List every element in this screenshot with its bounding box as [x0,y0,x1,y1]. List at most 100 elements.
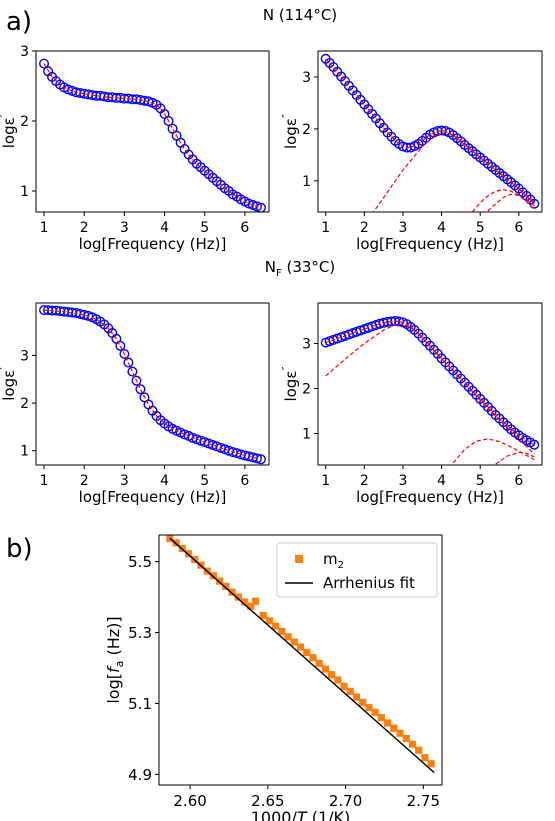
row-title-nf: NF (33°C) [265,258,336,279]
arrhenius-ylabel: log[fa (Hz)] [104,616,126,703]
arrhenius-legend: m2 Arrhenius fit [276,542,438,598]
arrhenius-xtick-label: 2.75 [407,792,440,810]
arrhenius-point [390,724,398,732]
nf-real-xtick-label: 2 [80,473,89,489]
nf-imag-xtick-label: 2 [360,473,369,489]
arrhenius-point [259,611,267,620]
nf-imag-ytick-label: 1 [302,427,311,443]
n-imag-marker [397,141,408,152]
nf-real-xtick-label: 4 [160,473,169,489]
n-real-marker [255,202,266,212]
nf-imag-xtick-label: 4 [437,473,446,489]
arrhenius-point [334,676,342,684]
arrhenius-point [290,638,298,646]
arrhenius-point [216,577,224,585]
arrhenius-point [184,550,193,558]
n-real-xtick-label: 6 [240,220,249,236]
arrhenius-point [352,693,361,701]
n-real-xtick-label: 2 [80,220,89,236]
nf-imag-xtick-label: 3 [399,473,408,489]
panel-label-a: a) [6,7,32,37]
n-imag-component-line [472,189,535,212]
n-real-xlabel: log[Frequency (Hz)] [79,235,227,253]
n-imag-ytick-label: 2 [302,122,311,138]
nf-imag-frame [317,302,543,466]
arrhenius-point [421,754,429,762]
nf-imag-xlabel: log[Frequency (Hz)] [356,488,504,506]
n-imag-ytick-label: 1 [302,174,311,190]
arrhenius-point [272,622,280,630]
arrhenius-point [402,734,410,743]
arrhenius-point [396,729,404,737]
n-real-marker [39,58,50,69]
n-real-fit-line [43,63,262,209]
nf-real-xlabel: log[Frequency (Hz)] [79,488,227,506]
nf-imag-xtick-label: 6 [514,473,523,489]
n-imag-component-line [487,193,535,212]
n-real-xtick-label: 3 [120,220,129,236]
nf-imag-marker [529,439,540,450]
n-imag-xtick-label: 5 [476,220,485,236]
n-imag-ytick-label: 3 [302,70,311,86]
arrhenius-fit-line [169,537,435,774]
nf-imag-marker [378,317,389,328]
n-imag-data [320,53,540,212]
nf-real-marker [135,384,146,395]
arrhenius-xtick-label: 2.70 [329,792,362,810]
n-imag-xlabel: log[Frequency (Hz)] [356,235,504,253]
n-real-ytick-label: 1 [20,184,29,200]
arrhenius-point [377,714,385,722]
arrhenius-point [340,682,348,691]
arrhenius-xtick-label: 2.65 [251,792,284,810]
arrhenius-point [315,659,323,667]
nf-real-marker [115,340,126,351]
row-title-nf-sub: F [276,268,282,279]
arrhenius-legend-label: Arrhenius fit [323,574,415,592]
nf-real-data [39,305,266,465]
nf-imag-xtick-label: 1 [321,473,330,489]
n-imag-frame [317,50,543,213]
n-real-xtick-label: 1 [40,220,49,236]
nf-real-ytick-label: 2 [20,396,29,412]
panel-label-b: b) [6,534,33,564]
nf-real-frame [35,302,270,466]
arrhenius-point [284,633,292,641]
arrhenius-point [415,746,423,754]
n-imag-xtick-label: 2 [360,220,369,236]
nf-real-ylabel: logε′ [0,367,18,401]
arrhenius-point [265,617,274,625]
arrhenius-point [365,704,373,712]
n-imag-xtick-label: 4 [437,220,446,236]
arrhenius-legend-label: m2 [323,550,344,571]
nf-real-xtick-label: 6 [240,473,249,489]
nf-real-marker [143,399,154,410]
arrhenius-point [309,654,317,662]
row-title-nf-rest: (33°C) [282,258,336,276]
nf-real-xtick-label: 5 [200,473,209,489]
n-imag-xtick-label: 3 [399,220,408,236]
nf-imag-component-line [495,451,535,465]
n-real-ylabel: logε′ [0,114,18,148]
nf-real-marker [255,454,266,465]
nf-real-fit-line [43,309,262,460]
nf-imag-ytick-label: 3 [302,337,311,353]
nf-real-marker [127,366,138,377]
n-real-marker [163,115,174,126]
nf-real-xtick-label: 3 [120,473,129,489]
arrhenius-data [166,535,435,774]
arrhenius-point [222,582,230,591]
arrhenius-point [371,708,379,716]
arrhenius-point [278,627,286,636]
row-title-nf-main: N [265,258,276,276]
arrhenius-point [383,719,392,727]
n-real-ytick-label: 2 [20,114,29,130]
arrhenius-point [327,671,336,679]
arrhenius-ytick-label: 5.5 [128,553,152,571]
arrhenius-ytick-label: 4.9 [128,766,152,784]
arrhenius-point [427,760,435,768]
